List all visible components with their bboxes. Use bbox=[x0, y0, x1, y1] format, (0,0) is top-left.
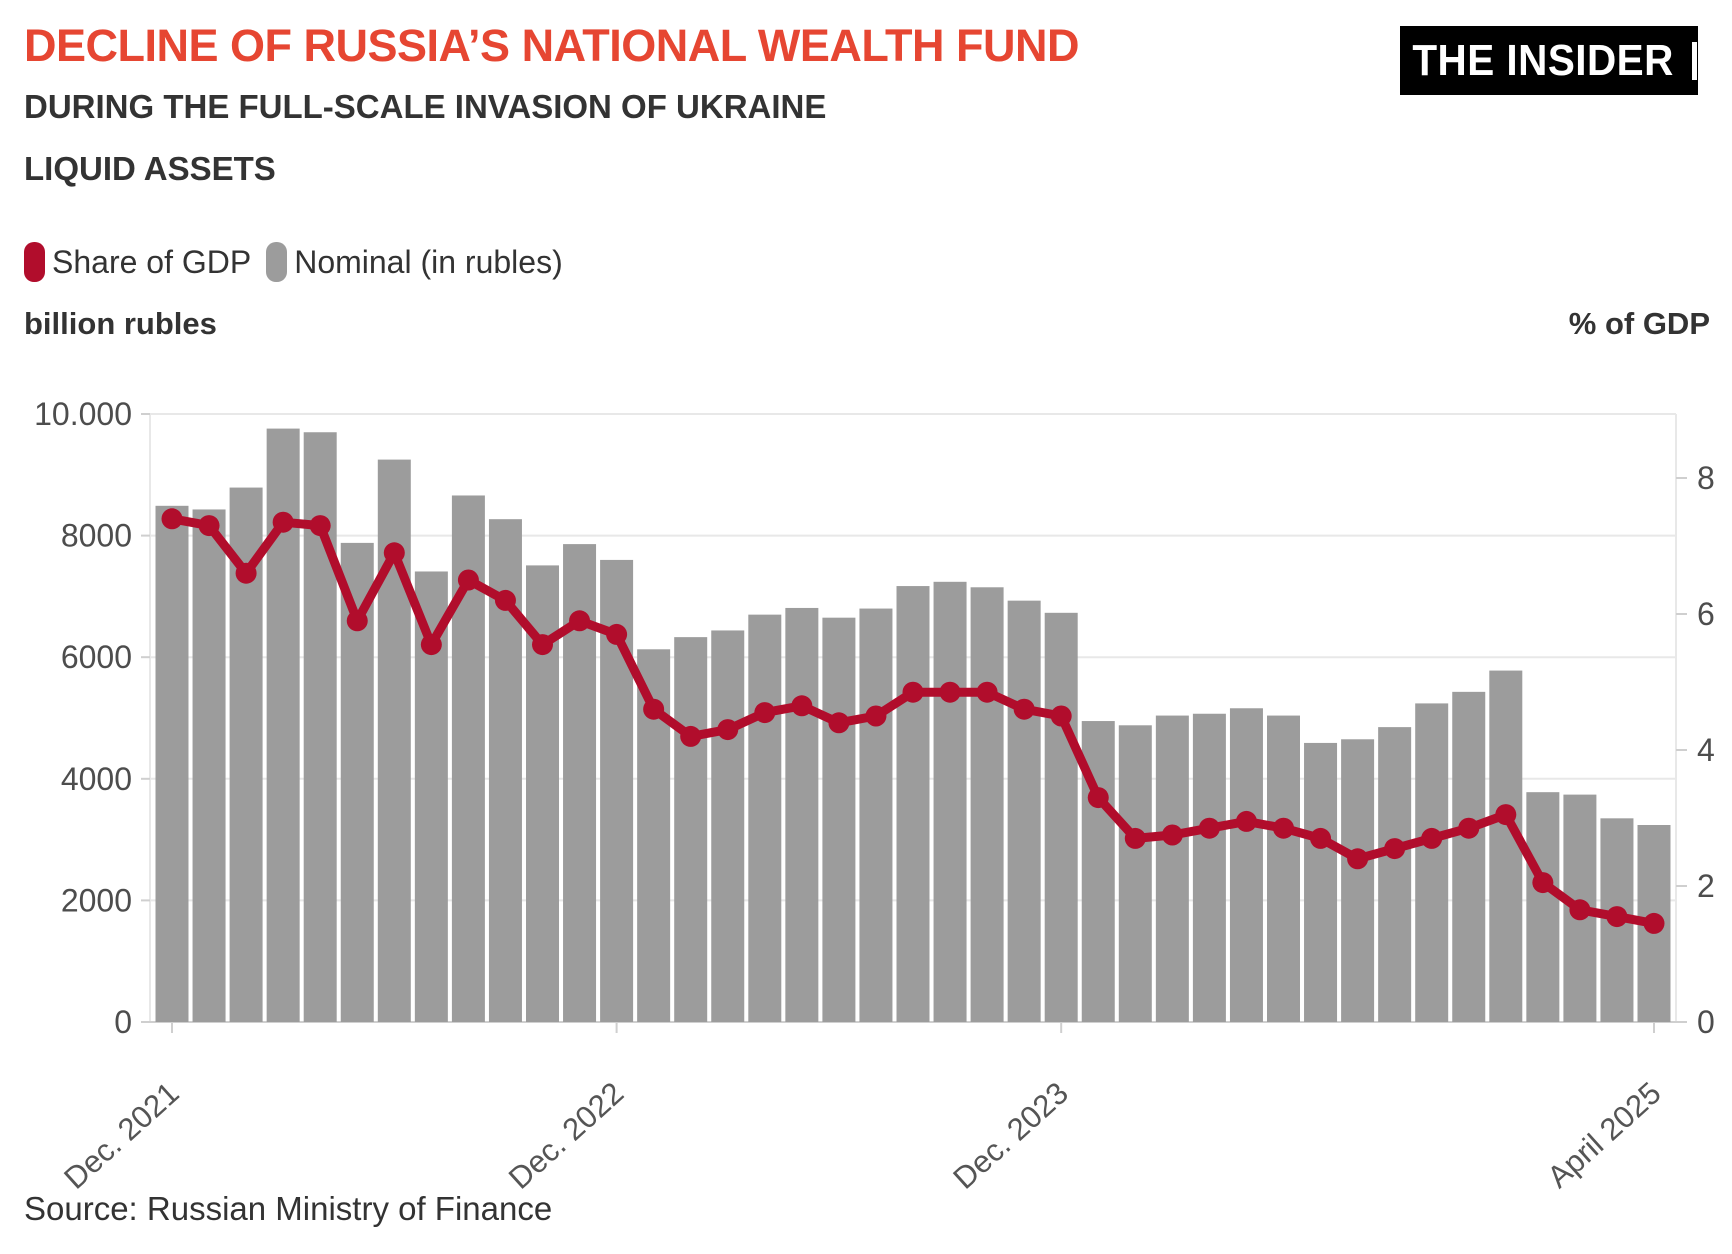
y-axis-label-left: 6000 bbox=[61, 639, 132, 675]
gdp-share-dot bbox=[457, 569, 479, 591]
y-axis-label-right: 2 bbox=[1697, 868, 1715, 904]
gdp-share-dot bbox=[1458, 817, 1480, 839]
legend-label-share-of-gdp: Share of GDP bbox=[52, 243, 252, 280]
liquid-assets-label: LIQUID ASSETS bbox=[24, 150, 276, 187]
gdp-share-dot bbox=[1384, 838, 1406, 860]
page-title: DECLINE OF RUSSIA’S NATIONAL WEALTH FUND bbox=[24, 20, 1080, 71]
x-axis-label: April 2025 bbox=[1541, 1075, 1668, 1194]
x-axis-label: Dec. 2021 bbox=[57, 1075, 185, 1196]
gdp-share-dot bbox=[272, 511, 294, 533]
gdp-share-dot bbox=[902, 681, 924, 703]
gdp-share-dot bbox=[680, 725, 702, 747]
gdp-share-dot bbox=[717, 719, 739, 741]
gdp-share-dot bbox=[1421, 827, 1443, 849]
bar bbox=[1155, 715, 1189, 1022]
bar bbox=[1415, 703, 1449, 1022]
gdp-share-dot bbox=[1273, 817, 1294, 839]
bar bbox=[1341, 739, 1375, 1022]
y-axis-label-left: 4000 bbox=[61, 761, 132, 797]
gdp-share-dot bbox=[1050, 705, 1072, 727]
bar bbox=[192, 509, 226, 1022]
bar bbox=[1229, 708, 1263, 1022]
x-axis-label: Dec. 2023 bbox=[946, 1075, 1074, 1196]
gdp-share-dot bbox=[383, 542, 405, 564]
bar bbox=[1452, 691, 1486, 1022]
y-axis-label-right: 8 bbox=[1697, 460, 1715, 496]
gdp-share-dot bbox=[828, 712, 850, 734]
page-subtitle: DURING THE FULL-SCALE INVASION OF UKRAIN… bbox=[24, 88, 827, 125]
legend-swatch-nominal bbox=[266, 242, 288, 282]
bar bbox=[1118, 725, 1152, 1022]
legend-item-share-of-gdp: Share of GDP bbox=[24, 242, 251, 282]
gdp-share-dot bbox=[309, 515, 331, 537]
bar bbox=[822, 617, 856, 1022]
gdp-share-dot bbox=[1532, 872, 1554, 894]
bar bbox=[1526, 792, 1560, 1022]
gdp-share-dot bbox=[1569, 899, 1591, 921]
gdp-share-dot bbox=[1643, 912, 1665, 934]
y-axis-label-right: 0 bbox=[1697, 1004, 1715, 1040]
bar bbox=[1304, 742, 1338, 1022]
gdp-share-dot bbox=[976, 681, 998, 703]
gdp-share-dot bbox=[865, 705, 887, 727]
gdp-share-dot bbox=[1310, 827, 1332, 849]
gdp-share-dot bbox=[235, 562, 257, 584]
y-axis-label-left: 10.000 bbox=[34, 396, 132, 432]
bar bbox=[674, 637, 708, 1022]
bar bbox=[1267, 715, 1300, 1022]
x-axis-label: Dec. 2022 bbox=[502, 1075, 630, 1196]
gdp-share-dot bbox=[1235, 810, 1257, 832]
right-axis-title: % of GDP bbox=[1568, 306, 1710, 341]
bar bbox=[933, 581, 967, 1022]
legend: Share of GDP Nominal (in rubles) bbox=[24, 242, 563, 282]
logo-cursor-bar bbox=[1691, 41, 1697, 80]
gdp-share-dot bbox=[1606, 906, 1628, 928]
bar bbox=[859, 608, 893, 1022]
gdp-share-dot bbox=[1087, 787, 1109, 809]
gdp-share-dot bbox=[161, 508, 183, 530]
bar bbox=[1378, 727, 1412, 1022]
left-axis-title: billion rubles bbox=[24, 306, 217, 341]
gdp-share-dot bbox=[420, 634, 442, 656]
gdp-share-dot bbox=[346, 610, 368, 632]
gdp-share-dot bbox=[1124, 827, 1146, 849]
legend-label-nominal: Nominal (in rubles) bbox=[294, 243, 563, 280]
gdp-share-dot bbox=[643, 698, 665, 720]
bar bbox=[1489, 670, 1523, 1022]
gdp-share-dot bbox=[939, 681, 961, 703]
gdp-share-dot bbox=[1198, 817, 1220, 839]
source-note: Source: Russian Ministry of Finance bbox=[24, 1190, 553, 1227]
legend-swatch-share-of-gdp bbox=[24, 242, 45, 282]
y-axis-label-right: 4 bbox=[1697, 732, 1715, 768]
the-insider-logo: THE INSIDER bbox=[1400, 26, 1698, 95]
gdp-share-dot bbox=[532, 634, 553, 656]
y-axis-label-left: 0 bbox=[114, 1004, 132, 1040]
bar bbox=[1192, 713, 1226, 1022]
bar bbox=[970, 587, 1004, 1022]
bar bbox=[748, 614, 782, 1022]
gdp-share-dot bbox=[1347, 848, 1369, 870]
gdp-share-dot bbox=[198, 515, 220, 537]
gdp-share-dot bbox=[1013, 698, 1035, 720]
bar bbox=[896, 586, 930, 1022]
logo-wordmark: THE INSIDER bbox=[1412, 35, 1675, 85]
y-axis-label-left: 2000 bbox=[61, 882, 132, 918]
y-axis-label-right: 6 bbox=[1697, 596, 1715, 632]
legend-item-nominal: Nominal (in rubles) bbox=[266, 242, 563, 282]
gdp-share-dot bbox=[791, 695, 813, 717]
gdp-share-dot bbox=[754, 702, 776, 724]
bar bbox=[155, 505, 189, 1023]
y-axis-label-left: 8000 bbox=[61, 518, 132, 554]
gdp-share-dot bbox=[606, 623, 628, 645]
gdp-share-dot bbox=[494, 589, 516, 611]
bar bbox=[1007, 600, 1041, 1022]
gdp-share-dot bbox=[569, 610, 591, 632]
gdp-share-dot bbox=[1495, 804, 1517, 826]
bar bbox=[1044, 612, 1078, 1022]
bar bbox=[711, 630, 745, 1022]
bar bbox=[785, 607, 819, 1022]
gdp-share-dot bbox=[1161, 824, 1183, 846]
